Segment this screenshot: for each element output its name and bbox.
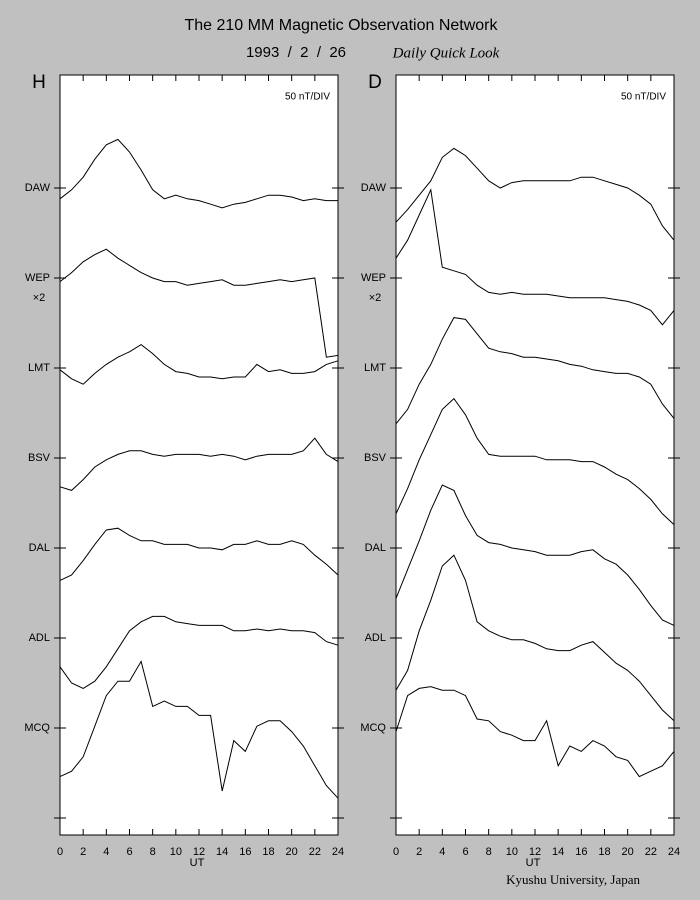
panel-letter: H <box>32 72 46 93</box>
trace <box>395 484 675 626</box>
x-tick-label: 10 <box>506 846 518 858</box>
x-tick-label: 22 <box>645 846 657 858</box>
trace <box>59 527 339 581</box>
x-axis-label: UT <box>526 857 541 869</box>
x-tick-label: 8 <box>150 846 156 858</box>
x-tick-label: 24 <box>668 846 680 858</box>
x-tick-label: 20 <box>622 846 634 858</box>
trace <box>395 317 675 425</box>
trace <box>59 660 339 799</box>
x-tick-label: 12 <box>193 846 205 858</box>
panel <box>59 74 339 836</box>
x-tick-label: 14 <box>216 846 228 858</box>
station-label: BSV <box>28 452 51 464</box>
station-label: LMT <box>28 362 50 374</box>
trace <box>395 686 675 778</box>
subtitle: Daily Quick Look <box>392 45 500 61</box>
x-tick-label: 16 <box>239 846 251 858</box>
station-label: DAL <box>29 542 50 554</box>
trace <box>395 188 675 326</box>
x-tick-label: 18 <box>262 846 274 858</box>
x-tick-label: 14 <box>552 846 564 858</box>
x-tick-label: 16 <box>575 846 587 858</box>
x-tick-label: 18 <box>598 846 610 858</box>
scale-annotation: ×2 <box>369 292 382 304</box>
x-tick-label: 24 <box>332 846 344 858</box>
x-tick-label: 8 <box>486 846 492 858</box>
station-label: ADL <box>365 632 386 644</box>
panel-letter: D <box>368 72 382 93</box>
station-label: DAW <box>361 182 387 194</box>
x-tick-label: 0 <box>393 846 399 858</box>
trace <box>395 147 675 241</box>
date: 1993 / 2 / 26 <box>246 44 346 61</box>
trace <box>59 248 339 358</box>
station-label: MCQ <box>24 722 50 734</box>
x-tick-label: 4 <box>439 846 445 858</box>
x-tick-label: 6 <box>126 846 132 858</box>
x-tick-label: 22 <box>309 846 321 858</box>
trace <box>59 138 338 209</box>
trace <box>59 343 339 385</box>
station-label: WEP <box>361 272 386 284</box>
station-label: ADL <box>29 632 50 644</box>
scale-label: 50 nT/DIV <box>621 92 666 103</box>
trace <box>59 615 339 689</box>
station-label: WEP <box>25 272 50 284</box>
x-tick-label: 4 <box>103 846 109 858</box>
trace <box>395 397 675 525</box>
x-tick-label: 20 <box>286 846 298 858</box>
footer: Kyushu University, Japan <box>506 872 640 887</box>
title: The 210 MM Magnetic Observation Network <box>184 17 498 34</box>
x-tick-label: 2 <box>80 846 86 858</box>
station-label: LMT <box>364 362 386 374</box>
trace <box>59 437 339 491</box>
station-label: DAW <box>25 182 51 194</box>
station-label: BSV <box>364 452 387 464</box>
station-label: DAL <box>365 542 386 554</box>
x-tick-label: 6 <box>462 846 468 858</box>
station-label: MCQ <box>360 722 386 734</box>
x-tick-label: 2 <box>416 846 422 858</box>
panel <box>395 74 675 836</box>
x-tick-label: 12 <box>529 846 541 858</box>
scale-annotation: ×2 <box>33 292 46 304</box>
x-tick-label: 0 <box>57 846 63 858</box>
x-tick-label: 10 <box>170 846 182 858</box>
scale-label: 50 nT/DIV <box>285 92 330 103</box>
trace <box>395 554 675 722</box>
x-axis-label: UT <box>190 857 205 869</box>
